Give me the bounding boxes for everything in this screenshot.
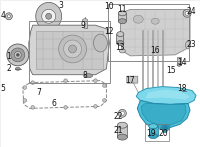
FancyBboxPatch shape <box>127 76 138 83</box>
Text: 10: 10 <box>105 2 114 11</box>
Circle shape <box>69 45 77 53</box>
Ellipse shape <box>117 134 127 140</box>
Ellipse shape <box>177 63 181 66</box>
Ellipse shape <box>118 11 126 16</box>
Ellipse shape <box>117 32 124 37</box>
Bar <box>149 126 158 136</box>
Text: 15: 15 <box>166 66 176 75</box>
Bar <box>118 13 126 21</box>
Circle shape <box>118 109 126 117</box>
Circle shape <box>5 13 12 20</box>
Circle shape <box>14 51 21 58</box>
Ellipse shape <box>163 130 167 133</box>
Circle shape <box>11 48 25 62</box>
Bar <box>117 125 127 137</box>
Text: 1: 1 <box>6 52 11 61</box>
Circle shape <box>31 81 35 84</box>
Polygon shape <box>136 87 196 104</box>
Polygon shape <box>145 90 190 100</box>
Text: 17: 17 <box>125 76 135 85</box>
Ellipse shape <box>15 67 20 70</box>
Ellipse shape <box>119 49 125 53</box>
Ellipse shape <box>161 126 170 131</box>
Text: 7: 7 <box>36 88 41 97</box>
Circle shape <box>23 99 27 102</box>
Polygon shape <box>29 25 109 75</box>
Polygon shape <box>36 2 62 30</box>
Ellipse shape <box>117 41 124 45</box>
Circle shape <box>46 13 52 19</box>
Text: 4: 4 <box>0 11 5 20</box>
Bar <box>36 31 103 69</box>
Circle shape <box>185 11 189 15</box>
Text: 13: 13 <box>116 44 125 52</box>
Circle shape <box>31 106 35 109</box>
Ellipse shape <box>149 124 158 129</box>
Text: 11: 11 <box>118 5 127 14</box>
Circle shape <box>64 106 67 109</box>
Text: 12: 12 <box>105 27 114 36</box>
Circle shape <box>59 35 87 63</box>
Bar <box>177 57 181 65</box>
Ellipse shape <box>93 34 107 52</box>
Ellipse shape <box>163 127 168 130</box>
Text: 6: 6 <box>51 99 56 108</box>
Circle shape <box>7 44 29 66</box>
Text: 3: 3 <box>58 1 63 10</box>
Text: 5: 5 <box>0 84 5 93</box>
Ellipse shape <box>133 15 143 23</box>
Circle shape <box>120 111 124 115</box>
Circle shape <box>94 105 97 108</box>
Circle shape <box>103 99 106 102</box>
Circle shape <box>64 79 67 82</box>
Text: 19: 19 <box>146 129 156 138</box>
Circle shape <box>7 15 10 18</box>
Text: 20: 20 <box>158 129 168 138</box>
Text: 23: 23 <box>186 40 196 50</box>
Circle shape <box>103 84 106 87</box>
Text: 24: 24 <box>186 7 196 16</box>
Circle shape <box>64 40 82 58</box>
Text: 9: 9 <box>80 21 85 30</box>
Circle shape <box>183 9 191 17</box>
Text: 2: 2 <box>6 64 11 73</box>
Text: 14: 14 <box>177 58 187 67</box>
Ellipse shape <box>186 41 191 49</box>
Circle shape <box>94 79 97 82</box>
Ellipse shape <box>85 74 92 78</box>
Text: 8: 8 <box>82 71 87 80</box>
Circle shape <box>16 53 19 56</box>
Polygon shape <box>137 100 190 128</box>
Ellipse shape <box>83 19 88 22</box>
Ellipse shape <box>117 122 127 128</box>
Polygon shape <box>42 9 56 23</box>
Polygon shape <box>141 103 186 125</box>
Ellipse shape <box>151 18 159 24</box>
Polygon shape <box>120 9 190 56</box>
Bar <box>84 21 87 28</box>
Text: 22: 22 <box>114 112 123 121</box>
Circle shape <box>23 86 27 89</box>
Ellipse shape <box>149 134 158 139</box>
Text: 18: 18 <box>177 84 187 93</box>
Text: 16: 16 <box>150 46 160 55</box>
Text: 21: 21 <box>114 126 123 135</box>
Ellipse shape <box>118 19 126 24</box>
Bar <box>116 34 123 43</box>
